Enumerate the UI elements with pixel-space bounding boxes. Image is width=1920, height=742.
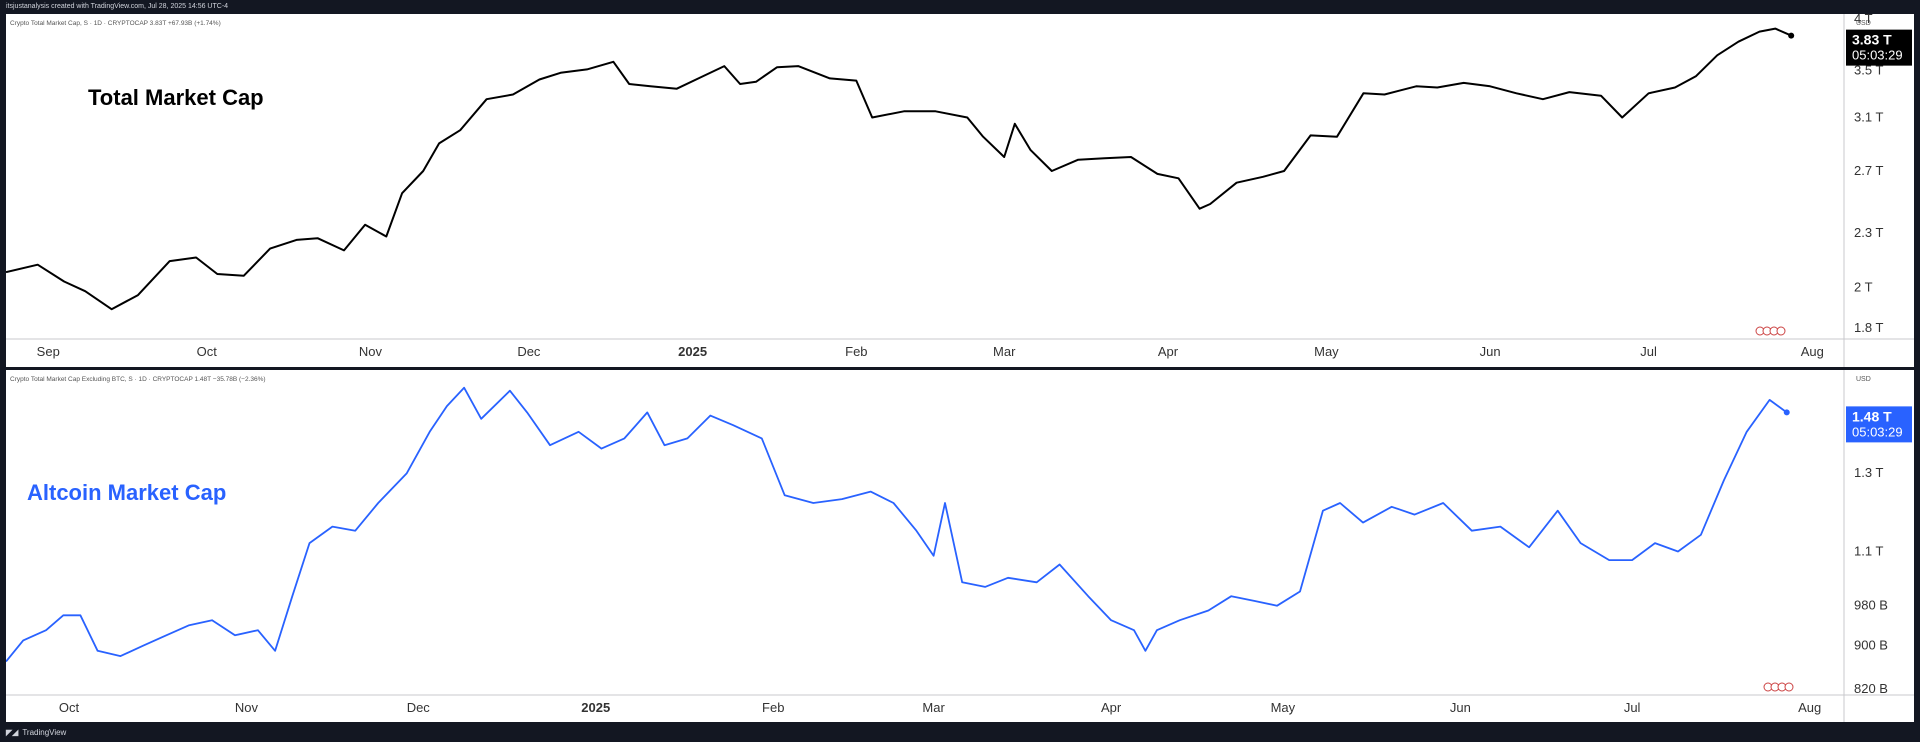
x-tick-label: Sep (37, 344, 60, 359)
x-tick-label: May (1314, 344, 1339, 359)
series-line (6, 386, 1788, 663)
y-tick-label: 1.8 T (1854, 320, 1883, 335)
x-tick-label: Dec (407, 700, 431, 715)
x-tick-label: 2025 (581, 700, 610, 715)
total-market-cap-panel[interactable]: Crypto Total Market Cap, S · 1D · CRYPTO… (6, 14, 1914, 367)
y-tick-label: 900 B (1854, 638, 1888, 653)
chart-title: Total Market Cap (88, 85, 264, 110)
header-bar: itsjustanalysis created with TradingView… (0, 0, 1920, 14)
last-value-label: 3.83 T (1852, 32, 1892, 48)
y-tick-label: 4 T (1854, 14, 1873, 26)
x-tick-label: Jun (1480, 344, 1501, 359)
last-point-marker (1783, 409, 1790, 416)
event-flag-icon (1776, 326, 1786, 336)
countdown-label: 05:03:29 (1852, 424, 1903, 439)
y-tick-label: 2.3 T (1854, 225, 1883, 240)
total-market-cap-chart[interactable]: Crypto Total Market Cap, S · 1D · CRYPTO… (6, 14, 1914, 367)
header-credit: itsjustanalysis created with TradingView… (6, 3, 229, 10)
x-tick-label: Dec (517, 344, 541, 359)
altcoin-market-cap-chart[interactable]: Crypto Total Market Cap Excluding BTC, S… (6, 370, 1914, 722)
currency-label: USD (1856, 20, 1871, 27)
x-tick-label: Oct (197, 344, 218, 359)
last-value-label: 1.48 T (1852, 408, 1892, 424)
chart-title: Altcoin Market Cap (27, 480, 226, 505)
y-tick-label: 1.1 T (1854, 544, 1883, 559)
x-tick-label: Nov (359, 344, 383, 359)
x-tick-label: Oct (59, 700, 80, 715)
y-tick-label: 3.5 T (1854, 63, 1883, 78)
x-tick-label: Aug (1798, 700, 1821, 715)
chart-legend: Crypto Total Market Cap Excluding BTC, S… (10, 376, 266, 383)
x-tick-label: Jun (1450, 700, 1471, 715)
x-tick-label: Mar (993, 344, 1016, 359)
y-tick-label: 980 B (1854, 598, 1888, 613)
tradingview-logo-icon[interactable]: ◤◢ (6, 728, 19, 737)
y-tick-label: 1.3 T (1854, 465, 1883, 480)
y-tick-label: 3.1 T (1854, 110, 1883, 125)
footer-brand[interactable]: TradingView (22, 728, 67, 737)
x-tick-label: Jul (1640, 344, 1657, 359)
price-tag (1846, 29, 1912, 66)
y-tick-label: 2 T (1854, 279, 1873, 294)
y-tick-label: 2.7 T (1854, 163, 1883, 178)
x-tick-label: Aug (1801, 344, 1824, 359)
last-point-marker (1788, 32, 1795, 39)
x-tick-label: Jul (1624, 700, 1641, 715)
chart-legend: Crypto Total Market Cap, S · 1D · CRYPTO… (10, 20, 221, 27)
x-tick-label: Apr (1101, 700, 1122, 715)
price-tag (1846, 406, 1912, 443)
altcoin-market-cap-panel[interactable]: Crypto Total Market Cap Excluding BTC, S… (6, 370, 1914, 722)
footer-bar: ◤◢ TradingView (0, 724, 1920, 742)
x-tick-label: 2025 (678, 344, 707, 359)
countdown-label: 05:03:29 (1852, 48, 1903, 63)
currency-label: USD (1856, 376, 1871, 383)
x-tick-label: Mar (922, 700, 945, 715)
x-tick-label: Nov (235, 700, 259, 715)
x-tick-label: Feb (845, 344, 867, 359)
x-tick-label: Feb (762, 700, 784, 715)
x-tick-label: May (1271, 700, 1296, 715)
series-line (6, 27, 1792, 311)
y-tick-label: 820 B (1854, 681, 1888, 696)
event-flag-icon (1784, 682, 1794, 692)
x-tick-label: Apr (1158, 344, 1179, 359)
